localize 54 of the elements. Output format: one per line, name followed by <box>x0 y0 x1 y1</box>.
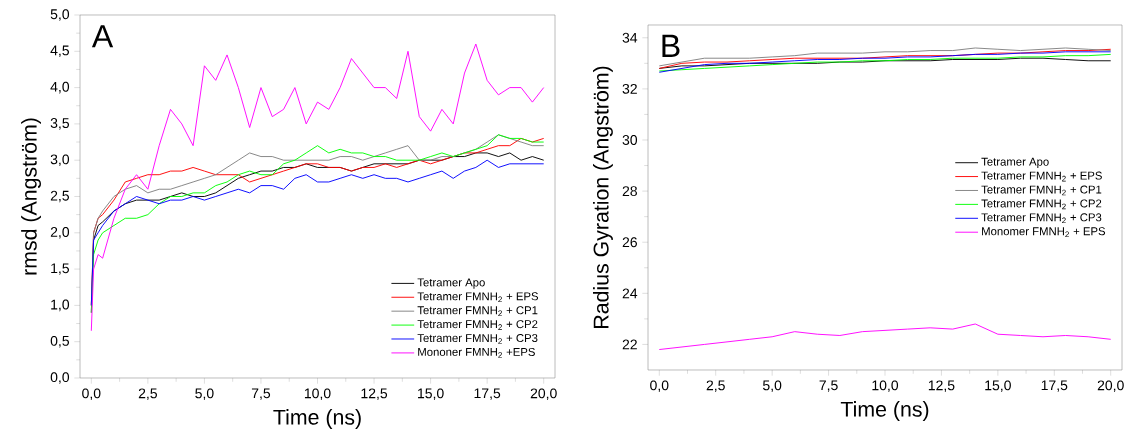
y-tick-label: 24 <box>622 288 638 299</box>
y-tick-label: 3,5 <box>50 118 70 130</box>
legend-label: Tetramer FMNH$_{2}$ + CP3 <box>981 213 1102 224</box>
x-tick-label: 5,0 <box>762 380 782 392</box>
chart-title: B <box>662 34 680 57</box>
y-tick-label: 2,5 <box>50 190 70 203</box>
legend-label: Tetramer Apo <box>417 278 485 289</box>
y-tick-label: 22 <box>622 339 637 350</box>
y-axis-title: rmsd (Angström) <box>21 118 41 275</box>
x-tick-label: 15,0 <box>418 388 444 400</box>
x-tick-label: 7,5 <box>819 380 838 392</box>
y-tick-label: 34 <box>622 32 638 43</box>
legend-label: Tetramer FMNH$_{2}$ + EPS <box>981 171 1102 182</box>
y-tick-label: 3,0 <box>50 154 70 166</box>
y-tick-label: 4,5 <box>50 45 70 58</box>
y-tick-label: 30 <box>622 135 638 145</box>
legend-label: Mononer FMNH$_{2}$ +EPS <box>418 347 535 358</box>
legend-label: Tetramer FMNH$_{2}$ + CP2 <box>417 320 538 330</box>
y-tick-label: 0,5 <box>50 335 70 348</box>
x-tick-label: 10,0 <box>304 388 331 400</box>
y-tick-label: 1,5 <box>51 263 70 275</box>
y-axis-title: Radius Gyration (Angström) <box>593 66 613 328</box>
y-tick-label: 2,0 <box>50 227 70 239</box>
legend-label: Monomer FMNH$_{2}$ + EPS <box>982 227 1106 238</box>
x-axis-title: Time (ns) <box>840 401 929 421</box>
legend-label: Tetramer FMNH$_{2}$ + CP1 <box>981 185 1102 196</box>
y-tick-label: 26 <box>622 237 637 248</box>
x-tick-label: 12,5 <box>361 388 388 400</box>
x-tick-label: 2,5 <box>706 380 725 392</box>
y-tick-label: 4,0 <box>50 81 70 94</box>
x-axis-title: Time (ns) <box>273 409 361 429</box>
x-tick-label: 12,5 <box>928 380 955 392</box>
chart-title: A <box>91 25 114 48</box>
legend-label: Tetramer Apo <box>981 157 1049 168</box>
x-tick-label: 0,0 <box>82 388 101 400</box>
x-tick-label: 17,5 <box>474 388 501 400</box>
x-tick-label: 20,0 <box>530 388 557 400</box>
x-tick-label: 10,0 <box>872 380 899 392</box>
x-tick-label: 20,0 <box>1097 380 1124 392</box>
x-tick-label: 2,5 <box>138 388 157 400</box>
y-tick-label: 5,0 <box>50 9 70 21</box>
y-tick-label: 1,0 <box>51 299 70 312</box>
legend-label: Tetramer FMNH$_{2}$ + EPS <box>417 292 539 303</box>
x-tick-label: 17,5 <box>1041 380 1068 392</box>
x-tick-label: 0,0 <box>650 380 669 392</box>
legend-label: Tetramer FMNH$_{2}$ + CP2 <box>981 199 1102 210</box>
y-tick-label: 32 <box>622 83 637 94</box>
x-tick-label: 5,0 <box>195 388 214 400</box>
legend-label: Tetramer FMNH$_{2}$ + CP1 <box>417 306 538 316</box>
x-tick-label: 15,0 <box>985 380 1011 392</box>
legend-label: Tetramer FMNH$_{2}$ + CP3 <box>417 334 538 344</box>
y-tick-label: 0,0 <box>50 372 70 384</box>
y-tick-label: 28 <box>622 186 637 197</box>
x-tick-label: 7,5 <box>251 388 271 400</box>
